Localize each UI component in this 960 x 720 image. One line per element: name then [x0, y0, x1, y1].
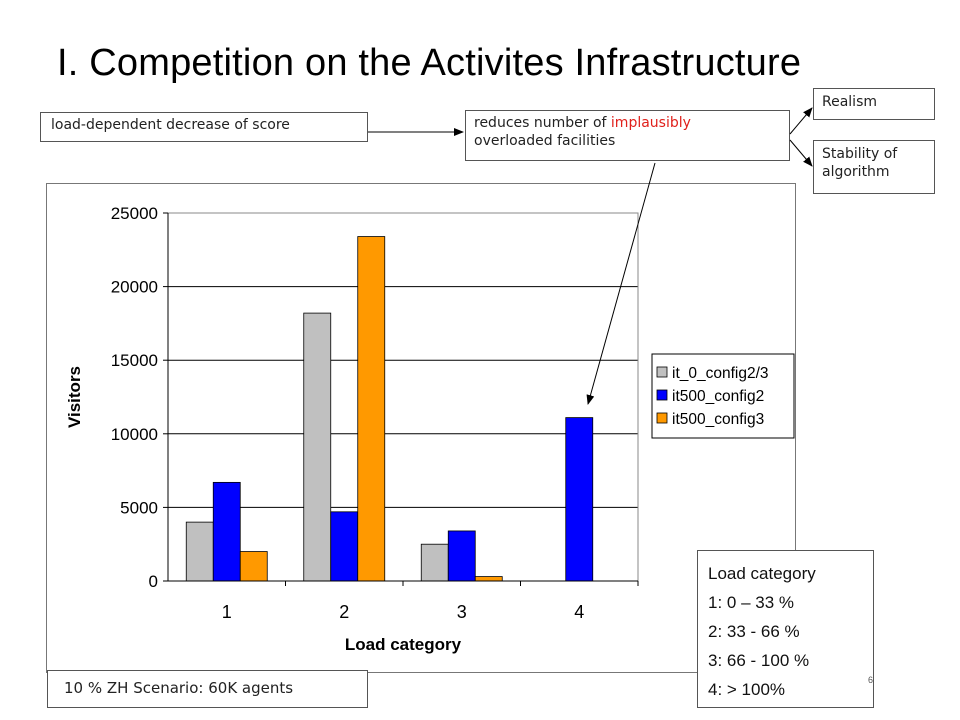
- reduces-text-part2: overloaded facilities: [474, 133, 616, 149]
- scenario-box: 10 % ZH Scenario: 60K agents: [47, 670, 368, 708]
- y-tick-label: 0: [149, 572, 158, 591]
- arrow-to-stability: [789, 139, 813, 167]
- bar-cat4-series1: [565, 417, 594, 582]
- reduces-text-part1: reduces number of: [474, 115, 611, 131]
- bar-cat1-series0: [185, 521, 214, 582]
- arrow-to-realism: [789, 107, 813, 135]
- legend-entry: it500_config3: [672, 411, 764, 428]
- legend-swatch: [656, 366, 668, 378]
- load-category-item: 4: > 100%: [708, 680, 786, 699]
- bar-cat1-series1: [212, 481, 241, 582]
- load-category-box: Load category 1: 0 – 33 % 2: 33 - 66 % 3…: [697, 550, 874, 708]
- y-tick-label: 25000: [111, 204, 158, 223]
- x-tick-label: 1: [222, 602, 232, 622]
- y-tick-label: 15000: [111, 351, 158, 370]
- bar-cat2-series0: [303, 312, 332, 582]
- y-tick-label: 10000: [111, 425, 158, 444]
- x-tick-label: 2: [339, 602, 349, 622]
- y-tick-label: 20000: [111, 278, 158, 297]
- bar-cat2-series1: [330, 511, 359, 582]
- load-category-item: 1: 0 – 33 %: [708, 593, 795, 612]
- x-tick-label: 4: [574, 602, 584, 622]
- bar-cat1-series2: [239, 551, 268, 582]
- y-tick-label: 5000: [120, 498, 158, 517]
- load-dependent-box: load-dependent decrease of score: [40, 112, 368, 142]
- chart-frame: [46, 183, 796, 673]
- arrow-to-bar-4: [586, 162, 656, 405]
- legend-entry: it_0_config2/3: [672, 365, 769, 382]
- bar-cat3-series2: [474, 576, 503, 582]
- slide-title: I. Competition on the Activites Infrastr…: [57, 42, 802, 84]
- load-category-item: 2: 33 - 66 %: [708, 622, 800, 641]
- load-category-item: 3: 66 - 100 %: [708, 651, 810, 670]
- bar-cat3-series0: [420, 543, 449, 582]
- axes: 0 5000 10000 15000 20000 25000 1 2 3 4: [111, 204, 639, 622]
- bars: [185, 236, 594, 582]
- implausibly-highlight: implausibly: [610, 115, 691, 131]
- stability-box: Stability of algorithm: [813, 140, 935, 194]
- legend-swatch: [656, 389, 668, 401]
- x-axis-label: Load category: [345, 635, 462, 654]
- x-tick-label: 3: [457, 602, 467, 622]
- load-category-heading: Load category: [708, 564, 816, 583]
- legend: it_0_config2/3 it500_config2 it500_config3: [651, 353, 795, 439]
- legend-swatch: [656, 412, 668, 424]
- page-number: 6: [868, 675, 874, 685]
- realism-box: Realism: [813, 88, 935, 120]
- y-axis-label: Visitors: [65, 366, 84, 428]
- legend-box: [651, 353, 795, 439]
- reduces-facilities-box: reduces number of implausibly overloaded…: [465, 110, 790, 161]
- legend-entry: it500_config2: [672, 388, 764, 405]
- bar-cat2-series2: [357, 236, 386, 582]
- bar-cat3-series1: [447, 530, 476, 582]
